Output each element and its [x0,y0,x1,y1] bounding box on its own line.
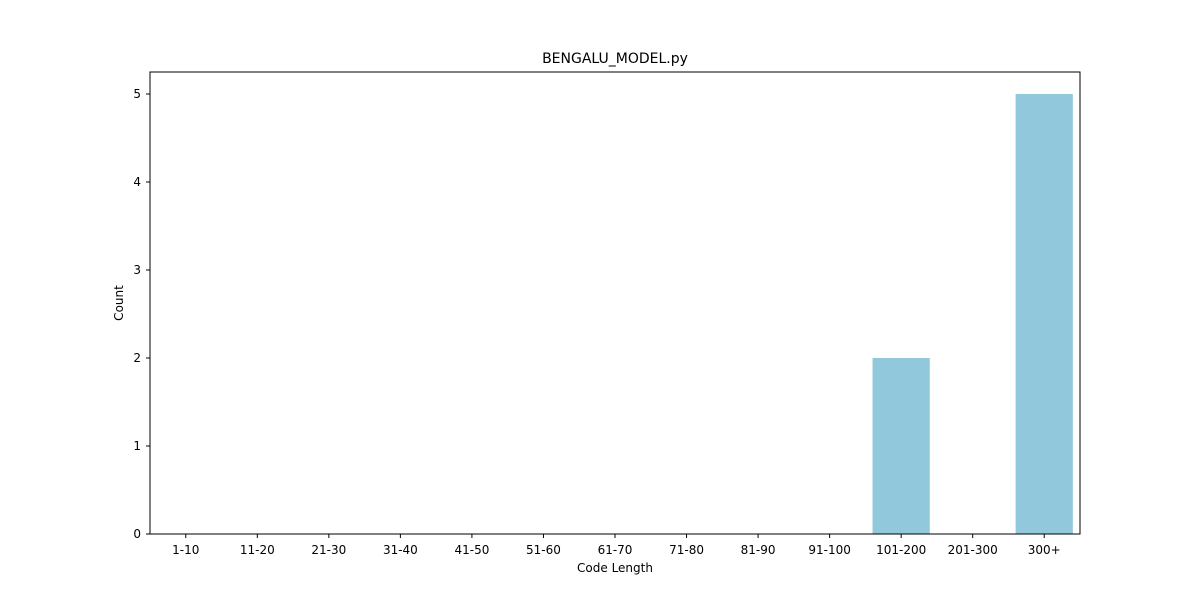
bar-101-200 [872,358,930,534]
y-tick-label: 1 [133,439,141,453]
x-tick-label: 81-90 [741,543,776,557]
x-tick-label: 41-50 [454,543,489,557]
y-tick-label: 0 [133,527,141,541]
y-tick-label: 5 [133,87,141,101]
y-tick-label: 2 [133,351,141,365]
y-tick-label: 3 [133,263,141,277]
x-tick-label: 51-60 [526,543,561,557]
y-tick-label: 4 [133,175,141,189]
x-tick-label: 201-300 [948,543,998,557]
x-tick-label: 11-20 [240,543,275,557]
x-tick-label: 300+ [1028,543,1061,557]
x-tick-label: 71-80 [669,543,704,557]
x-tick-label: 101-200 [876,543,926,557]
y-axis: 0 1 2 3 4 5 [133,87,150,541]
x-tick-label: 31-40 [383,543,418,557]
chart-title: BENGALU_MODEL.py [542,51,688,67]
x-tick-label: 61-70 [598,543,633,557]
plot-frame [149,71,1081,535]
x-tick-label: 91-100 [808,543,851,557]
bar-300+ [1015,94,1073,534]
x-axis-label: Code Length [577,561,653,575]
x-tick-label: 1-10 [172,543,199,557]
bars-group [872,94,1073,534]
y-axis-label: Count [112,285,126,321]
x-tick-label: 21-30 [311,543,346,557]
x-axis: 1-10 11-20 21-30 31-40 41-50 51-60 61-70 71-80 8… [172,534,1061,557]
